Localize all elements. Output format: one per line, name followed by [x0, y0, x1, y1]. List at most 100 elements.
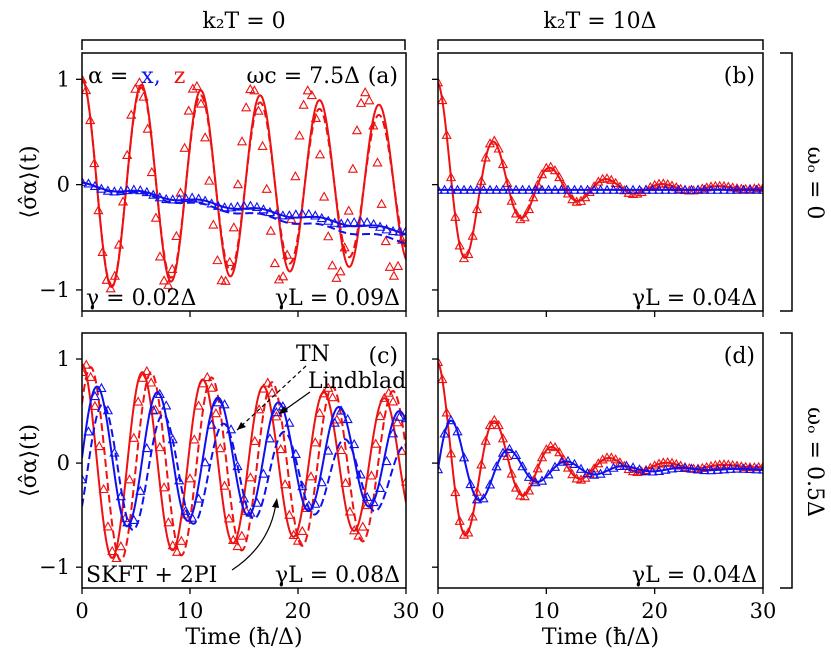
series-c-x-triangle-5-point-24 [232, 460, 243, 471]
series-c-x-triangle-5-point-26 [245, 507, 256, 517]
series-c-z-triangle-2-point-61 [340, 477, 351, 487]
series-a-x-triangle-5-point-7 [122, 184, 133, 195]
series-d-z-solid-0-line [438, 361, 763, 536]
series-c-x-triangle-5-point-49 [394, 411, 405, 421]
series-c-z-triangle-2-point-69 [374, 410, 386, 421]
panels: −101⟨σ̂α⟩(t)(a)ωc = 7.5Δγ = 0.02Δ γL = 0.… [17, 52, 776, 650]
callout-tn-label: TN [296, 342, 330, 367]
series-c-z-triangle-2-point-56 [318, 388, 330, 398]
series-d-z-triangle-1-point-8 [467, 511, 478, 521]
series-b-z-triangle-1-point-11 [480, 152, 491, 162]
series-d-z-triangle-1-point-33 [575, 474, 587, 484]
series-a-z-triangle-2-point-16 [142, 123, 153, 133]
series-b-x-triangle-3-point-45 [725, 184, 736, 194]
series-d-x-triangle-3-point-50 [757, 464, 763, 474]
series-c-z-triangle-2-point-31 [210, 407, 222, 418]
series-a-z-triangle-2-point-31 [204, 175, 215, 185]
annotation-bottom-right-c: γL = 0.08Δ [275, 563, 400, 588]
series-a-z-triangle-2-point-61 [327, 260, 338, 270]
series-d-x-triangle-3-point-37 [673, 462, 684, 472]
series-c-z-triangle-2-point-8 [111, 552, 122, 563]
series-d-x-triangle-3-point-36 [666, 463, 678, 473]
series-a-z-triangle-2-point-36 [224, 256, 235, 266]
series-b-z-triangle-1-point-7 [463, 248, 474, 258]
series-d-x-triangle-3-point-49 [751, 464, 762, 474]
series-b-z-triangle-1-point-37 [593, 176, 604, 186]
series-d-x-triangle-3-point-46 [731, 463, 743, 473]
series-a-x-dashed-4-line [82, 181, 406, 245]
row-label-top: ωₒ = 0 [780, 52, 827, 312]
ylabel-a: ⟨σ̂α⟩(t) [17, 145, 42, 218]
ytick-label-c-2: 1 [57, 347, 70, 371]
series-a-z-triangle-2-point-2 [85, 114, 96, 125]
series-a-x-triangle-5-point-41 [342, 217, 353, 228]
series-d-x-triangle-3-point-43 [712, 464, 723, 474]
series-a-z-triangle-2-point-23 [171, 230, 182, 240]
series-a-z-triangle-2-point-32 [208, 219, 219, 229]
series-b-x-triangle-3-point-17 [543, 184, 554, 194]
series-c-z-triangle-2-point-67 [366, 470, 377, 480]
series-b-x-triangle-3-point-20 [562, 184, 574, 194]
series-a-z-triangle-2-point-50 [282, 249, 293, 259]
series-a-x-triangle-5-point-13 [161, 193, 172, 204]
series-d-x-triangle-3-point-44 [718, 464, 730, 474]
series-d-z-triangle-1-point-28 [554, 446, 565, 457]
series-b-z-triangle-1-point-22 [528, 192, 539, 202]
series-d-x-triangle-3-point-1 [439, 428, 450, 438]
series-d-x-triangle-3-point-28 [614, 460, 626, 470]
series-c-z-triangle-2-point-58 [327, 391, 338, 402]
series-d-x-triangle-3-point-0 [438, 464, 444, 474]
series-a-z-triangle-2-point-69 [360, 86, 371, 97]
series-c-z-triangle-2-point-64 [353, 530, 364, 540]
series-c-z-triangle-2-point-18 [154, 441, 165, 452]
series-a-z-triangle-2-point-68 [355, 97, 367, 107]
series-b-x-triangle-3-point-34 [653, 184, 665, 194]
series-d-x-triangle-3-point-14 [523, 471, 535, 481]
series-b-z-triangle-1-point-18 [510, 208, 522, 218]
series-d-z-triangle-1-point-12 [484, 419, 496, 430]
alpha-legend-z: z [174, 64, 186, 89]
series-d-z-triangle-1-point-50 [649, 460, 660, 470]
series-c-z-triangle-2-point-6 [102, 521, 114, 531]
series-d-z-triangle-1-point-20 [519, 490, 530, 501]
series-a-z-triangle-2-point-60 [323, 231, 334, 241]
series-c-z-triangle-2-point-60 [336, 444, 347, 455]
series-d-x-triangle-3-point-19 [556, 456, 567, 466]
series-a-x-triangle-5-point-8 [128, 184, 139, 194]
series-a-z-triangle-2-point-72 [372, 157, 383, 167]
series-d-z-triangle-1-point-11 [480, 435, 491, 445]
series-a-x-triangle-5-point-3 [96, 183, 107, 193]
series-a-z-triangle-2-point-59 [319, 191, 330, 201]
series-d-x-triangle-3-point-35 [660, 464, 671, 474]
series-a-x-triangle-5-point-17 [187, 192, 198, 202]
series-a-x-triangle-5-point-33 [290, 209, 301, 219]
frame-c [81, 332, 407, 589]
series-a-z-triangle-2-point-74 [380, 235, 391, 246]
series-b-z-triangle-1-point-2 [441, 129, 452, 139]
series-a-z-triangle-2-point-21 [163, 279, 174, 289]
series-c-z-triangle-2-point-70 [379, 392, 390, 402]
series-a-x-triangle-5-point-37 [316, 212, 327, 223]
series-c-z-triangle-2-point-2 [85, 371, 96, 381]
series-c-x-triangle-5-point-25 [238, 493, 250, 503]
series-c-x-triangle-5-point-7 [122, 517, 133, 527]
series-c-x-triangle-5-point-32 [284, 417, 295, 427]
series-a-z-triangle-2-point-11 [122, 149, 133, 160]
series-a-x-triangle-5-point-50 [400, 225, 406, 235]
column-header-right: k₂T = 10Δ [437, 9, 764, 50]
series-d-z-triangle-1-point-15 [497, 433, 509, 443]
series-a-z-triangle-2-point-43 [253, 105, 264, 115]
series-d-x-triangle-3-point-8 [484, 479, 496, 489]
series-c-x-triangle-5-point-48 [387, 428, 399, 438]
column-header-right-text: k₂T = 10Δ [543, 9, 656, 34]
series-c-z-triangle-2-point-14 [137, 372, 148, 382]
series-c-z-triangle-2-point-37 [236, 530, 247, 540]
series-a-x-triangle-5-point-32 [284, 210, 295, 220]
series-a-x-triangle-5-point-31 [277, 210, 289, 220]
series-a-x-triangle-5-point-47 [381, 224, 392, 234]
series-c-x-triangle-5-point-33 [290, 448, 301, 458]
series-c-z-triangle-2-point-35 [228, 534, 239, 544]
series-d-x-triangle-3-point-38 [679, 462, 691, 472]
series-c-z-triangle-2-point-47 [279, 479, 291, 489]
